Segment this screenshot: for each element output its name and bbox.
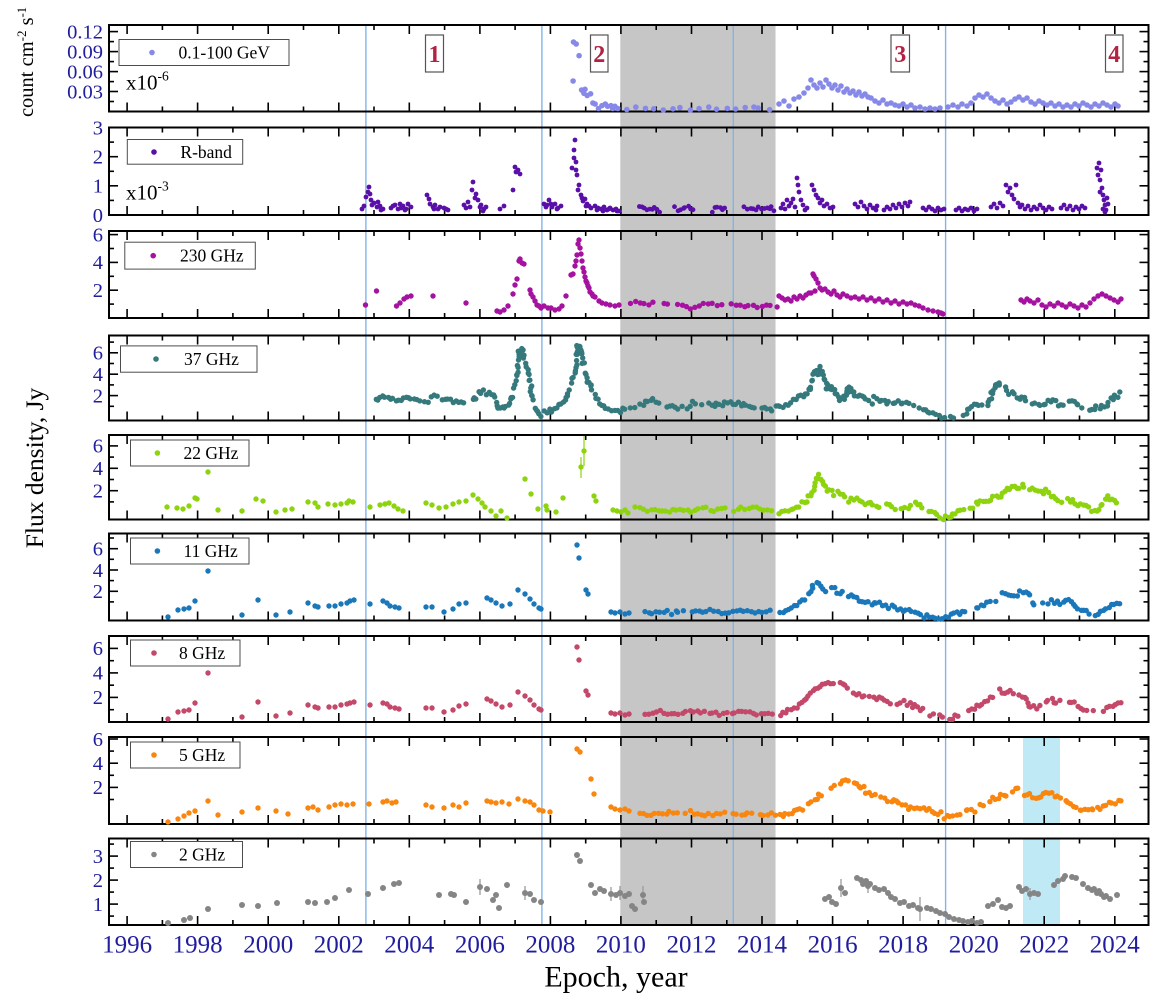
- svg-text:Flux density, Jy: Flux density, Jy: [20, 387, 49, 548]
- svg-text:2018: 2018: [878, 932, 928, 959]
- svg-text:2 GHz: 2 GHz: [179, 845, 225, 865]
- svg-text:count cm-2 s-1: count cm-2 s-1: [14, 7, 38, 117]
- svg-text:2010: 2010: [596, 932, 646, 959]
- svg-text:2: 2: [93, 581, 103, 603]
- svg-text:2: 2: [93, 481, 103, 503]
- svg-text:1998: 1998: [173, 932, 223, 959]
- svg-text:4: 4: [1108, 42, 1120, 68]
- svg-text:4: 4: [93, 364, 103, 386]
- svg-text:37 GHz: 37 GHz: [184, 349, 239, 369]
- svg-text:0.06: 0.06: [67, 61, 103, 83]
- svg-text:2002: 2002: [314, 932, 364, 959]
- svg-text:3: 3: [93, 117, 103, 139]
- svg-text:0: 0: [93, 205, 103, 227]
- svg-text:6: 6: [93, 638, 103, 660]
- svg-text:230 GHz: 230 GHz: [180, 246, 244, 266]
- svg-text:4: 4: [93, 252, 103, 274]
- svg-text:2024: 2024: [1090, 932, 1141, 959]
- svg-text:2: 2: [93, 385, 103, 407]
- svg-text:1: 1: [429, 42, 441, 68]
- svg-text:2022: 2022: [1019, 932, 1069, 959]
- svg-text:4: 4: [93, 458, 103, 480]
- svg-text:2012: 2012: [667, 932, 717, 959]
- svg-text:Epoch, year: Epoch, year: [544, 961, 687, 994]
- svg-text:22 GHz: 22 GHz: [184, 443, 239, 463]
- svg-text:1: 1: [93, 894, 103, 916]
- svg-text:4: 4: [93, 753, 103, 775]
- svg-text:2: 2: [93, 777, 103, 799]
- svg-text:R-band: R-band: [180, 142, 232, 162]
- svg-text:0.03: 0.03: [67, 81, 103, 103]
- svg-text:6: 6: [93, 436, 103, 458]
- svg-text:2: 2: [93, 870, 103, 892]
- svg-text:2: 2: [93, 147, 103, 169]
- svg-text:1: 1: [93, 176, 103, 198]
- svg-text:2004: 2004: [384, 932, 435, 959]
- svg-text:8 GHz: 8 GHz: [179, 643, 225, 663]
- svg-text:0.1-100 GeV: 0.1-100 GeV: [179, 43, 271, 63]
- svg-text:6: 6: [93, 729, 103, 751]
- svg-text:4: 4: [93, 560, 103, 582]
- svg-text:6: 6: [93, 224, 103, 246]
- svg-text:2020: 2020: [949, 932, 999, 959]
- svg-text:6: 6: [93, 343, 103, 365]
- svg-text:0.09: 0.09: [67, 41, 103, 63]
- svg-text:2: 2: [93, 687, 103, 709]
- svg-text:5 GHz: 5 GHz: [179, 745, 225, 765]
- svg-text:6: 6: [93, 539, 103, 561]
- svg-text:3: 3: [894, 42, 906, 68]
- svg-text:11 GHz: 11 GHz: [184, 541, 239, 561]
- svg-text:3: 3: [93, 846, 103, 868]
- svg-text:2: 2: [93, 280, 103, 302]
- svg-text:2016: 2016: [808, 932, 858, 959]
- svg-text:2014: 2014: [737, 932, 788, 959]
- svg-text:2000: 2000: [243, 932, 293, 959]
- svg-text:2008: 2008: [525, 932, 575, 959]
- svg-text:4: 4: [93, 663, 103, 685]
- svg-text:0.12: 0.12: [67, 21, 103, 43]
- svg-text:2006: 2006: [455, 932, 505, 959]
- svg-text:2: 2: [593, 42, 605, 68]
- svg-text:1996: 1996: [102, 932, 152, 959]
